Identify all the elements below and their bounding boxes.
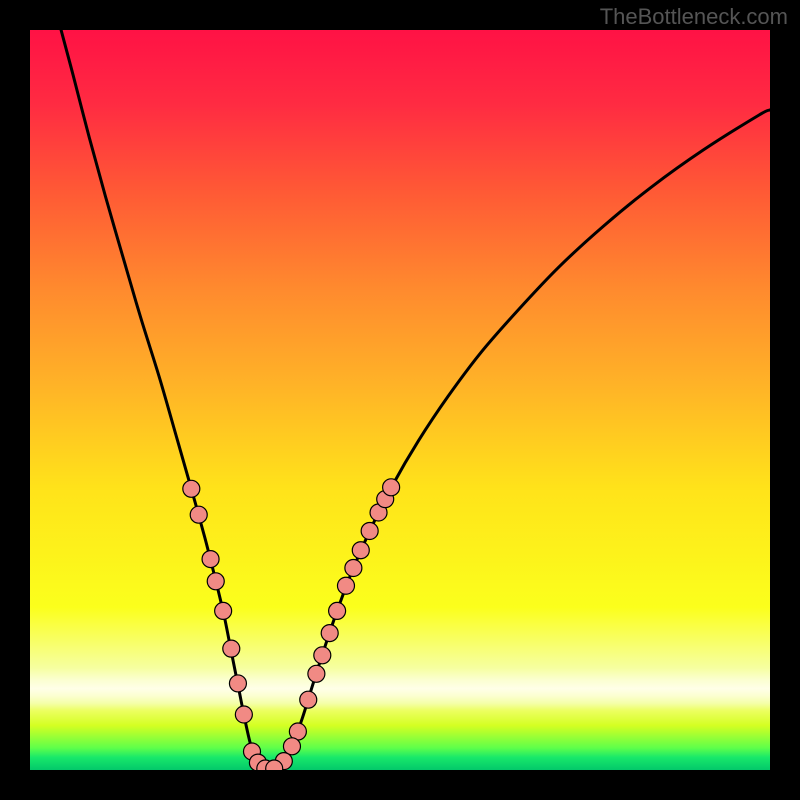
data-marker-right bbox=[314, 647, 331, 664]
data-marker-left bbox=[223, 640, 240, 657]
data-marker-right bbox=[329, 602, 346, 619]
chart-gradient-bg bbox=[30, 30, 770, 770]
data-marker-right bbox=[308, 665, 325, 682]
bottleneck-chart-svg bbox=[0, 0, 800, 800]
data-marker-right bbox=[383, 479, 400, 496]
watermark-text: TheBottleneck.com bbox=[600, 4, 788, 30]
data-marker-right bbox=[300, 691, 317, 708]
data-marker-right bbox=[283, 738, 300, 755]
data-marker-right bbox=[361, 522, 378, 539]
chart-stage: TheBottleneck.com bbox=[0, 0, 800, 800]
data-marker-left bbox=[229, 675, 246, 692]
data-marker-left bbox=[190, 506, 207, 523]
data-marker-right bbox=[352, 542, 369, 559]
data-marker-left bbox=[183, 480, 200, 497]
data-marker-left bbox=[215, 602, 232, 619]
data-marker-left bbox=[207, 573, 224, 590]
data-marker-right bbox=[321, 625, 338, 642]
data-marker-left bbox=[235, 706, 252, 723]
data-marker-left bbox=[202, 551, 219, 568]
data-marker-right bbox=[345, 559, 362, 576]
data-marker-right bbox=[337, 577, 354, 594]
